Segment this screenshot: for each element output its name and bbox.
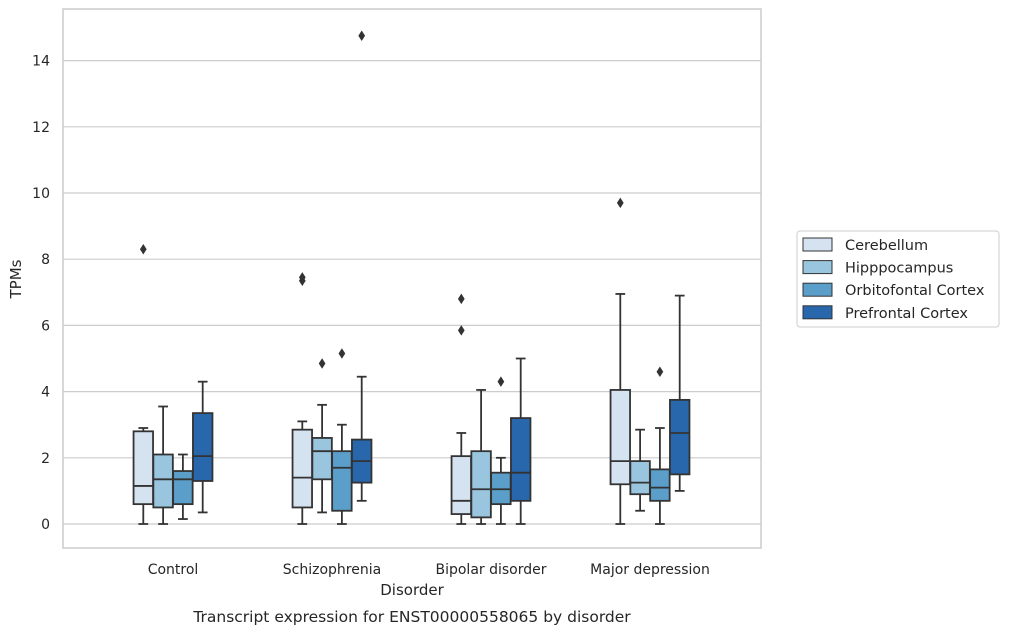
- x-tick-label: Schizophrenia: [283, 562, 381, 578]
- x-axis-ticks: Control Schizophrenia Bipolar disorder Majo…: [148, 562, 710, 578]
- box-body: [450, 455, 472, 515]
- box-prefrontal-cortex: [669, 294, 691, 492]
- box-hipppocampus: [629, 428, 651, 512]
- legend-label: Hipppocampus: [845, 261, 953, 277]
- x-tick-label: Control: [148, 562, 199, 578]
- box-body: [649, 468, 671, 502]
- y-tick-label: 2: [41, 451, 50, 467]
- y-axis-label: TPMs: [7, 259, 25, 299]
- legend-swatch: [802, 305, 833, 320]
- y-tick-label: 8: [41, 252, 50, 268]
- box-body: [132, 430, 154, 506]
- box-body: [470, 450, 492, 519]
- y-tick-label: 12: [32, 120, 50, 136]
- box-body: [311, 437, 333, 481]
- legend-swatch: [802, 237, 833, 252]
- x-tick-label: Major depression: [590, 562, 710, 578]
- grid-lines: [63, 59, 761, 525]
- box-cerebellum: [450, 293, 472, 525]
- box-hipppocampus: [152, 405, 174, 525]
- outlier-point: [358, 30, 366, 42]
- outlier-point: [616, 197, 624, 209]
- x-tick-label: Bipolar disorder: [435, 562, 546, 578]
- outlier-point: [139, 244, 147, 255]
- x-axis-label: Disorder: [380, 581, 444, 599]
- box-orbitofontal-cortex: [649, 366, 671, 525]
- y-tick-label: 4: [41, 385, 50, 401]
- legend-label: Prefrontal Cortex: [845, 306, 968, 322]
- outlier-point: [457, 325, 465, 336]
- box-prefrontal-cortex: [192, 380, 214, 514]
- box-prefrontal-cortex: [510, 357, 532, 525]
- box-body: [609, 389, 631, 486]
- box-orbitofontal-cortex: [490, 376, 512, 525]
- y-tick-label: 14: [32, 54, 50, 70]
- legend-label: Cerebellum: [845, 238, 928, 254]
- box-cerebellum: [291, 272, 313, 525]
- box-cerebellum: [609, 197, 631, 525]
- legend-swatch: [802, 282, 833, 297]
- box-body: [291, 428, 313, 509]
- legend-label: Orbitofontal Cortex: [845, 283, 985, 299]
- box-body: [192, 412, 214, 482]
- box-groups: [132, 30, 691, 525]
- y-tick-label: 0: [41, 517, 50, 533]
- legend-frame: [796, 230, 1000, 328]
- legend-swatch: [802, 260, 833, 275]
- box-body: [629, 460, 651, 496]
- plot-frame: [62, 8, 762, 549]
- box-orbitofontal-cortex: [172, 453, 194, 520]
- outlier-point: [457, 293, 465, 305]
- outlier-point: [318, 358, 326, 369]
- legend: Cerebellum Hipppocampus Orbitofontal Corte…: [796, 230, 1000, 328]
- box-body: [331, 450, 353, 512]
- box-body: [510, 417, 532, 502]
- y-tick-label: 6: [41, 318, 50, 334]
- outlier-point: [656, 366, 664, 377]
- box-cerebellum: [132, 244, 154, 525]
- box-body: [669, 398, 691, 476]
- box-body: [152, 453, 174, 509]
- outlier-point: [497, 376, 505, 387]
- box-prefrontal-cortex: [351, 30, 373, 502]
- outlier-point: [298, 272, 306, 283]
- box-body: [172, 470, 194, 506]
- y-axis-ticks: 0 2 4 6 8 10 12 14: [32, 54, 50, 533]
- outlier-point: [338, 348, 346, 359]
- y-tick-label: 10: [32, 186, 50, 202]
- chart-caption: Transcript expression for ENST0000055806…: [192, 608, 631, 626]
